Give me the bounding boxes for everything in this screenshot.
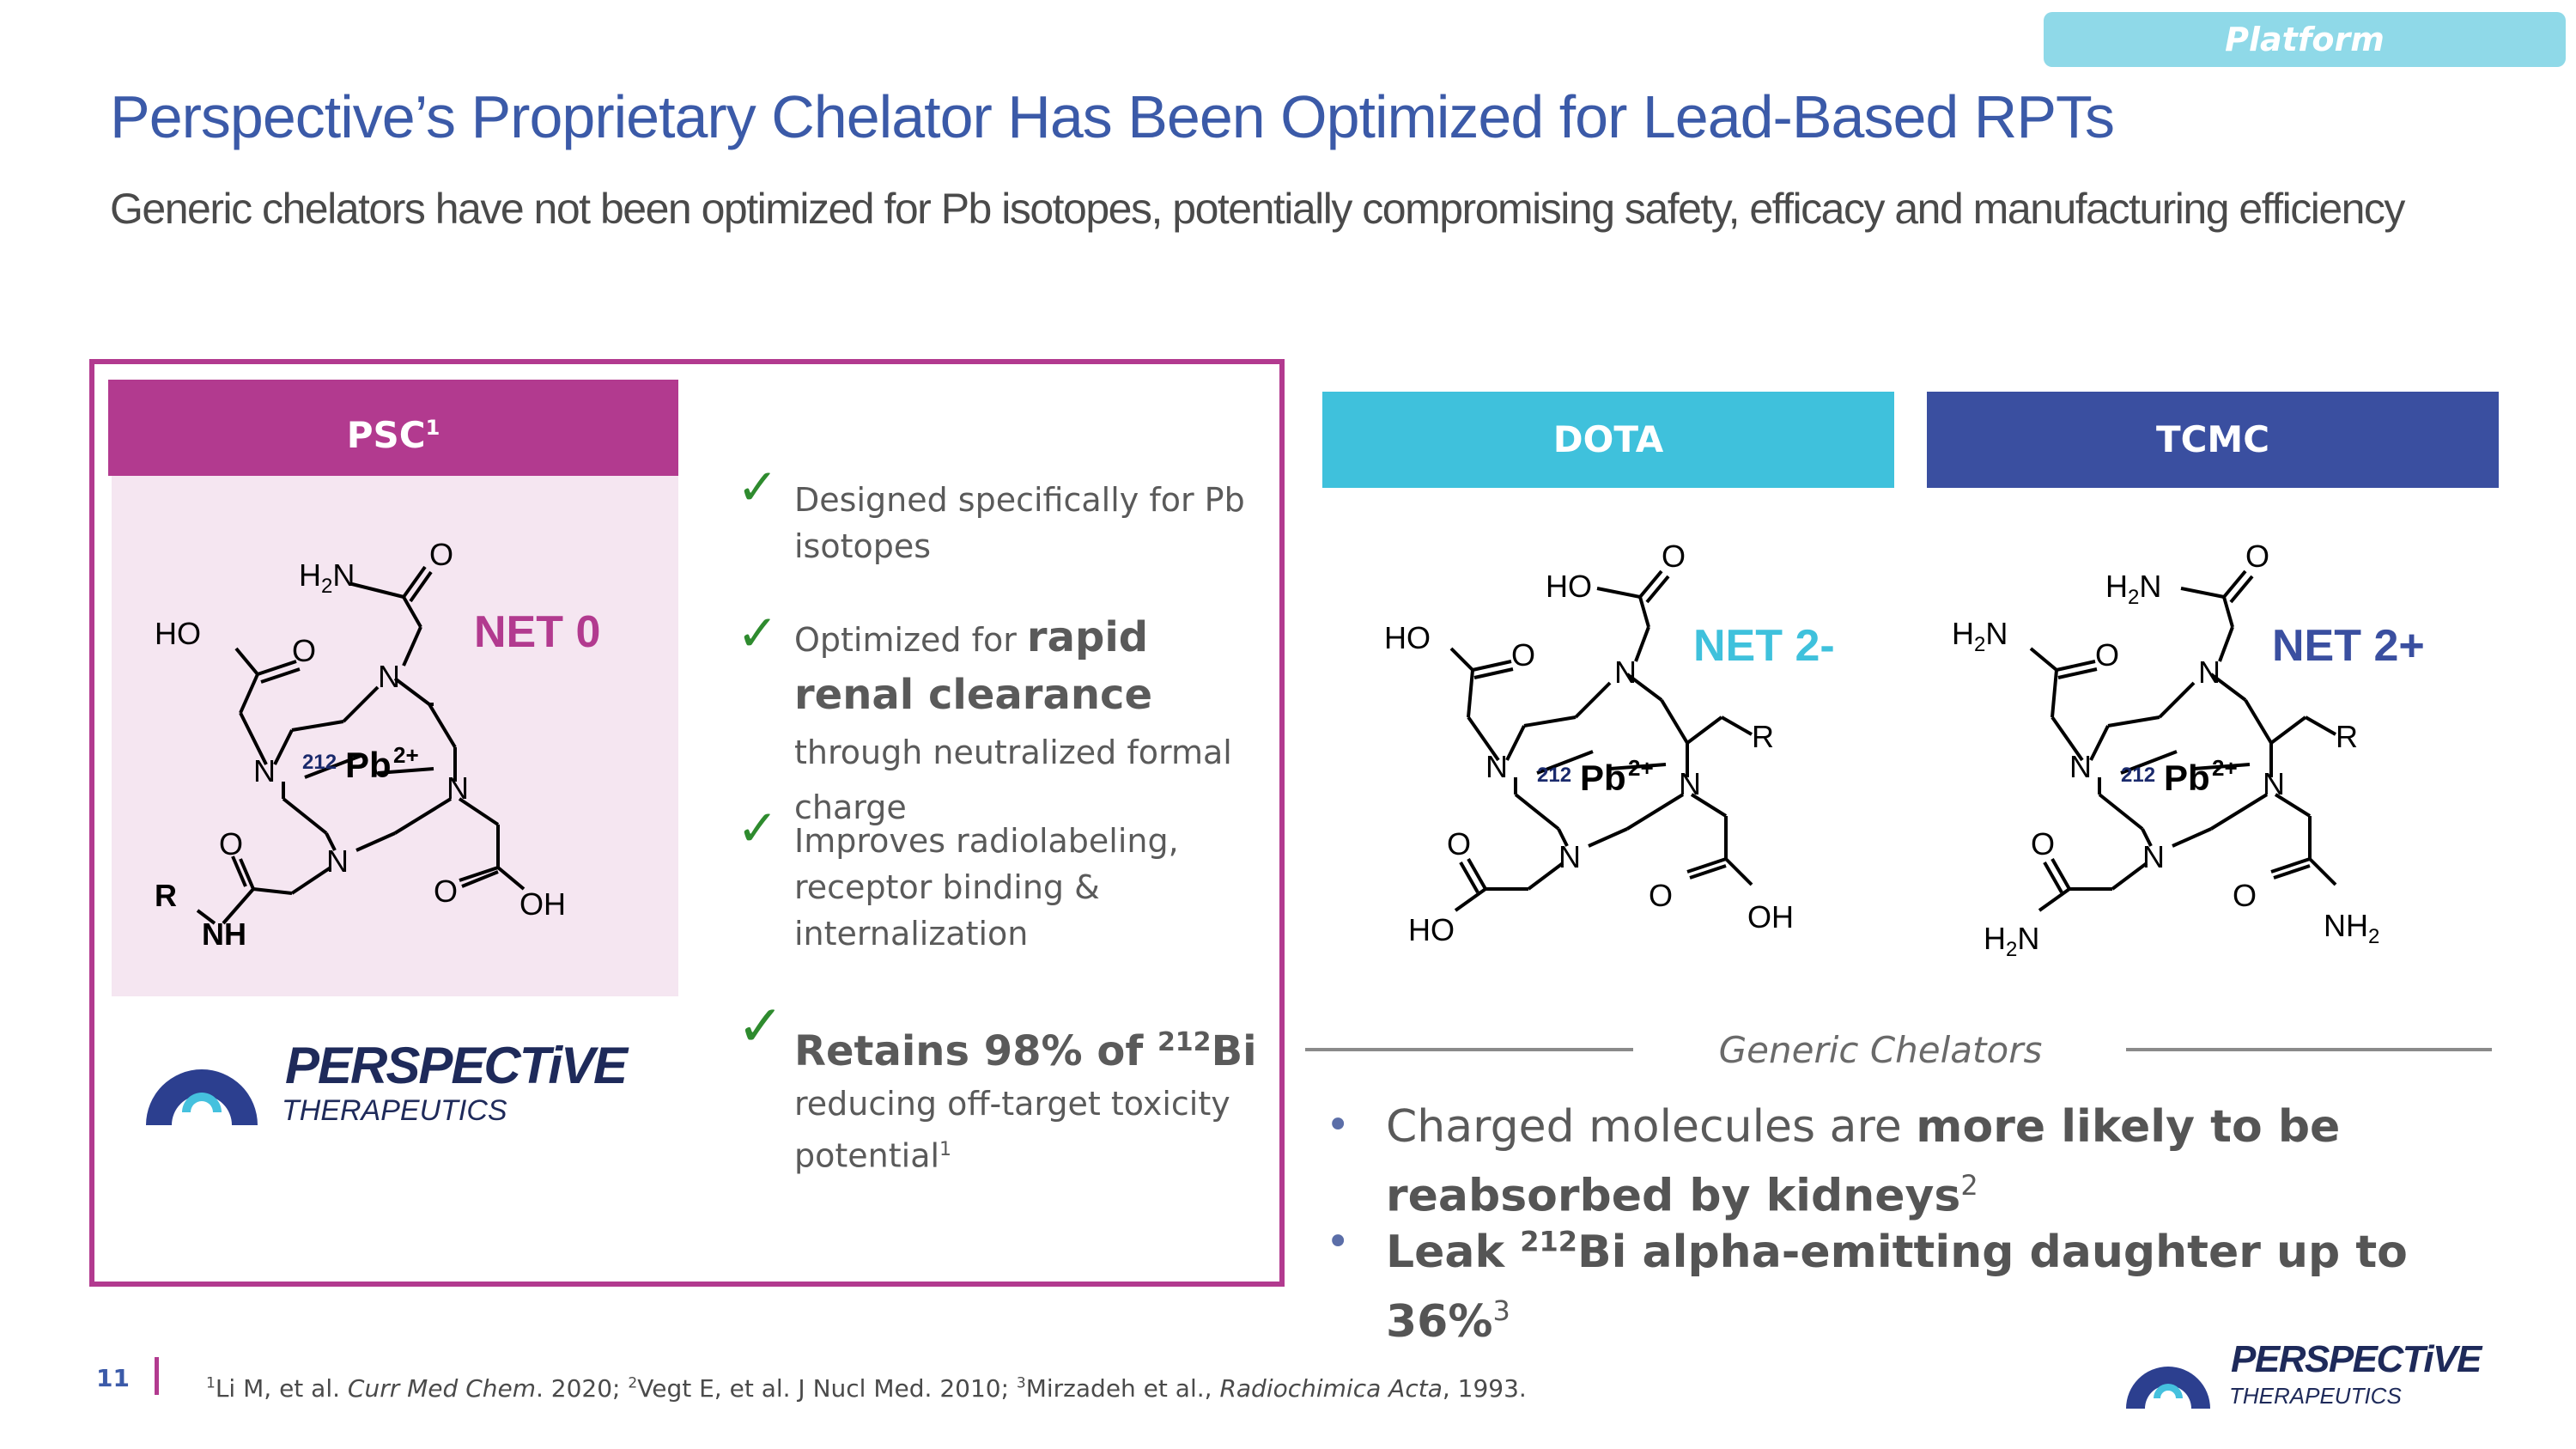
divider-left xyxy=(1305,1048,1633,1051)
svg-text:OH: OH xyxy=(519,886,566,922)
tcmc-molecule-structure: N N N N H2N O H2N O R O H2N O NH2 212 Pb… xyxy=(1949,524,2430,971)
perspective-logo-sub: THERAPEUTICS xyxy=(282,1094,507,1127)
svg-text:2+: 2+ xyxy=(1628,755,1654,781)
psc-header: PSC1 xyxy=(108,380,678,476)
dota-molecule-structure: N N N N HO O HO O R O HO O OH 212 Pb 2+ xyxy=(1374,524,1855,971)
perspective-logo-icon xyxy=(137,1031,266,1134)
check-icon: ✓ xyxy=(737,993,785,1059)
generic-chelators-label: Generic Chelators xyxy=(1718,1029,2043,1071)
svg-text:N: N xyxy=(2263,766,2285,801)
psc-net-label: NET 0 xyxy=(474,607,601,657)
svg-text:O: O xyxy=(292,633,316,668)
check-icon: ✓ xyxy=(737,604,779,662)
svg-text:NH2: NH2 xyxy=(2324,908,2379,948)
svg-text:212: 212 xyxy=(2121,764,2155,787)
svg-text:HO: HO xyxy=(155,616,201,651)
svg-text:O: O xyxy=(2031,826,2055,861)
svg-text:N: N xyxy=(2069,749,2092,784)
footer-logo-sub: THERAPEUTICS xyxy=(2229,1383,2402,1409)
svg-text:HO: HO xyxy=(1408,912,1455,947)
page-title: Perspective’s Proprietary Chelator Has B… xyxy=(110,83,2115,150)
svg-text:N: N xyxy=(2198,654,2221,690)
footnote-references: 1Li M, et al. Curr Med Chem. 2020; 2Vegt… xyxy=(206,1374,1527,1403)
svg-text:O: O xyxy=(1447,826,1471,861)
svg-text:N: N xyxy=(2142,839,2165,874)
svg-text:NH: NH xyxy=(202,916,246,952)
svg-text:N: N xyxy=(378,659,400,694)
dota-header: DOTA xyxy=(1322,392,1894,488)
svg-text:N: N xyxy=(1614,654,1637,690)
page-separator xyxy=(155,1357,159,1395)
svg-text:O: O xyxy=(1511,637,1535,673)
svg-text:212: 212 xyxy=(302,751,337,774)
perspective-logo-name: PERSPECTiVE xyxy=(285,1037,628,1094)
svg-text:H2N: H2N xyxy=(2105,569,2161,609)
page-number: 11 xyxy=(96,1364,130,1392)
svg-text:N: N xyxy=(253,753,276,788)
psc-bullet-3: Improves radiolabeling, receptor binding… xyxy=(794,822,1179,953)
svg-text:O: O xyxy=(1649,878,1673,913)
svg-text:R: R xyxy=(1752,719,1774,754)
footer-logo-name: PERSPECTiVE xyxy=(2231,1338,2482,1380)
svg-text:N: N xyxy=(1485,749,1508,784)
svg-text:O: O xyxy=(2233,878,2257,913)
bullet-dot: • xyxy=(1326,1101,1351,1149)
svg-text:OH: OH xyxy=(1747,899,1794,935)
svg-text:O: O xyxy=(1662,539,1686,574)
svg-text:O: O xyxy=(2095,637,2119,673)
psc-panel xyxy=(89,359,1285,1287)
svg-text:N: N xyxy=(447,770,469,806)
check-icon: ✓ xyxy=(737,458,779,516)
check-icon: ✓ xyxy=(737,799,779,857)
svg-text:HO: HO xyxy=(1546,569,1592,604)
svg-text:2+: 2+ xyxy=(393,742,419,768)
svg-text:212: 212 xyxy=(1537,764,1571,787)
psc-bullet-4: Retains 98% of 212Bi reducing off-target… xyxy=(794,1027,1257,1175)
tcmc-net-label: NET 2+ xyxy=(2272,621,2425,671)
svg-text:Pb: Pb xyxy=(345,745,392,785)
footer-logo-icon xyxy=(2121,1330,2215,1416)
psc-bullet-1: Designed specifically for Pb isotopes xyxy=(794,481,1245,565)
platform-tag: Platform xyxy=(2044,12,2566,67)
svg-text:N: N xyxy=(1558,839,1581,874)
svg-text:2+: 2+ xyxy=(2212,755,2238,781)
svg-text:Pb: Pb xyxy=(2164,758,2210,798)
svg-text:H2N: H2N xyxy=(1984,921,2039,961)
svg-text:N: N xyxy=(326,843,349,879)
psc-molecule-structure: N N N N H2N O HO O O R NH O OH 212 Pb 2+ xyxy=(120,490,670,988)
svg-text:O: O xyxy=(219,826,243,861)
divider-right xyxy=(2126,1048,2492,1051)
psc-bullet-2: Optimized for rapid renal clearance thro… xyxy=(794,613,1232,826)
svg-text:O: O xyxy=(2245,539,2269,574)
svg-text:H2N: H2N xyxy=(1952,616,2008,656)
generic-bullet-1: Charged molecules are more likely to be … xyxy=(1386,1101,2341,1222)
svg-text:H2N: H2N xyxy=(299,557,355,598)
svg-text:R: R xyxy=(2336,719,2358,754)
generic-bullet-2: Leak 212Bi alpha-emitting daughter up to… xyxy=(1386,1226,2408,1348)
dota-net-label: NET 2- xyxy=(1693,621,1835,671)
svg-text:O: O xyxy=(434,874,458,909)
svg-text:R: R xyxy=(155,878,177,913)
svg-text:N: N xyxy=(1679,766,1701,801)
bullet-dot: • xyxy=(1326,1218,1351,1266)
page-subtitle: Generic chelators have not been optimize… xyxy=(110,185,2405,233)
svg-text:HO: HO xyxy=(1384,620,1431,655)
svg-text:O: O xyxy=(429,537,453,572)
tcmc-header: TCMC xyxy=(1927,392,2499,488)
svg-text:Pb: Pb xyxy=(1580,758,1626,798)
psc-molecule-background xyxy=(112,476,678,996)
